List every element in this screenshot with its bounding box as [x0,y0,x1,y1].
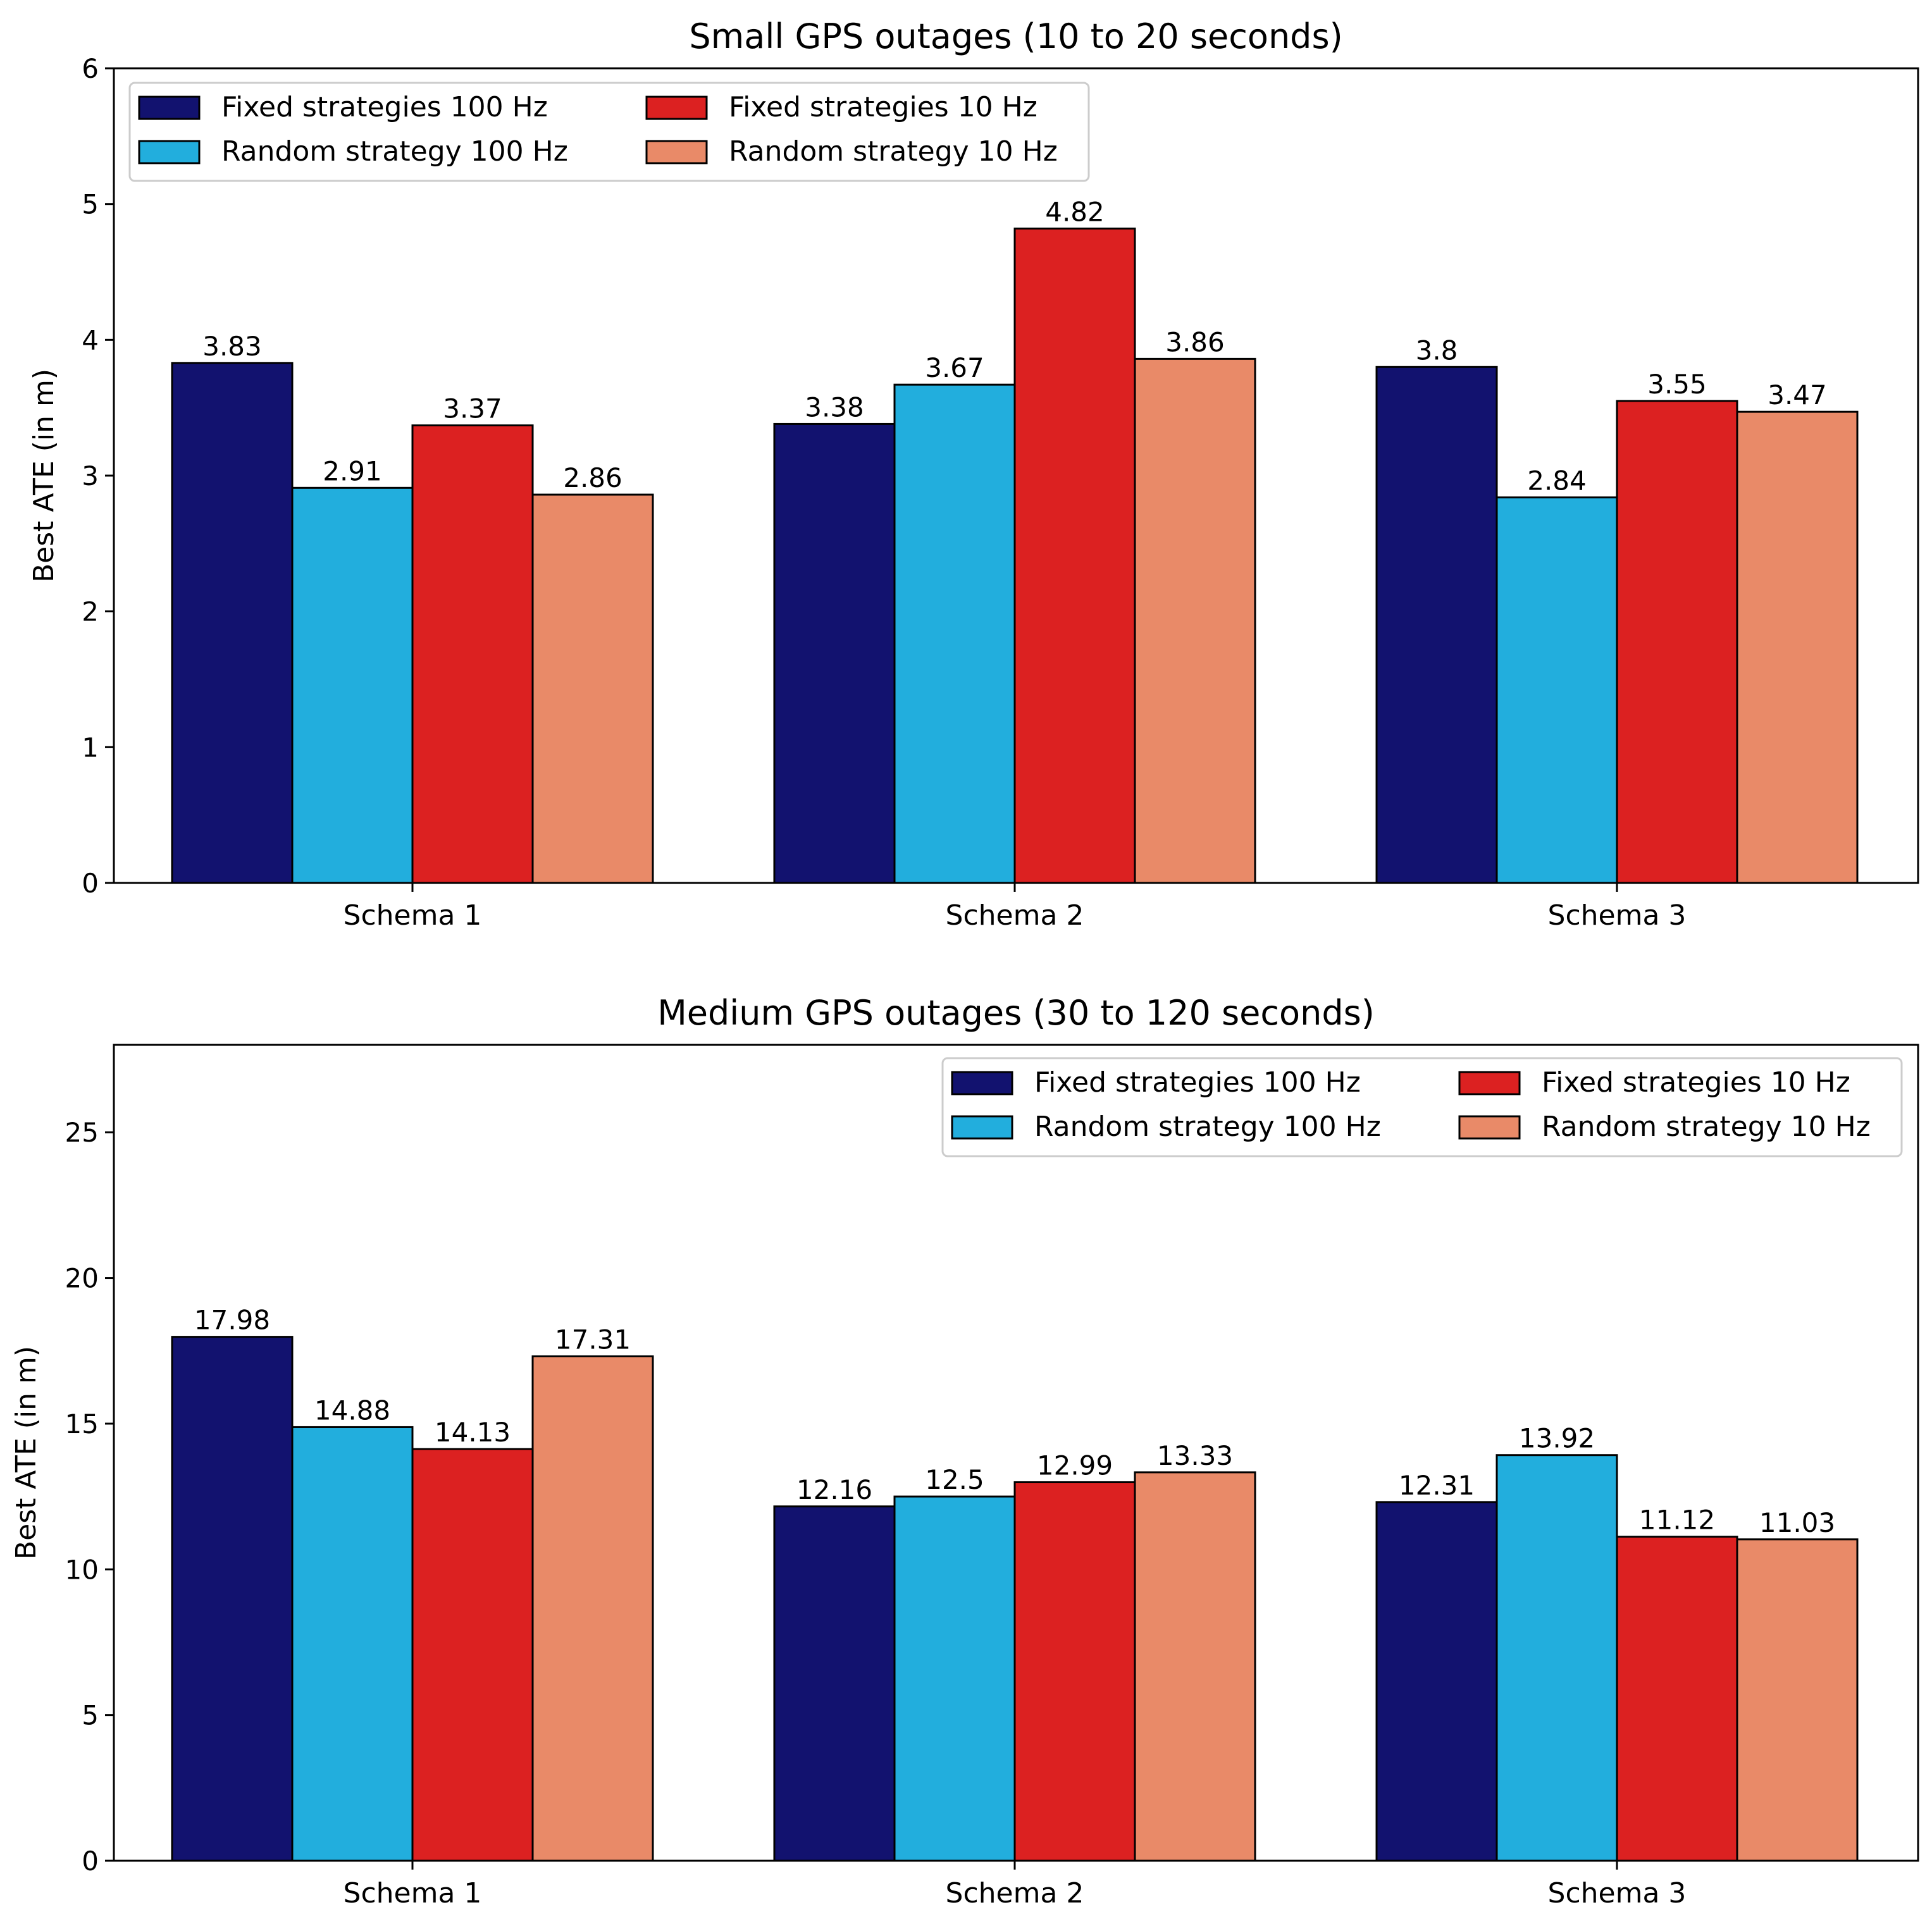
bar-value-label: 12.16 [796,1474,872,1505]
bar [1013,227,1136,884]
bar-value-label: 17.98 [194,1305,270,1336]
bar [291,486,414,884]
bar-value-label: 12.99 [1037,1450,1113,1481]
legend-label: Fixed strategies 10 Hz [729,91,1037,123]
legend: Fixed strategies 100 Hz Random strategy 1… [128,82,1090,182]
bar-value-label: 2.86 [563,462,622,493]
y-tick-label: 3 [82,460,99,491]
x-tick-label: Schema 3 [1548,1877,1687,1909]
legend-swatch [138,96,201,120]
bar [171,362,294,884]
y-tick-label: 4 [82,324,99,355]
legend-label: Random strategy 10 Hz [729,135,1058,168]
legend-label: Fixed strategies 100 Hz [1034,1066,1361,1099]
bar [1736,410,1859,884]
legend-box [128,82,1090,182]
chart-small-outages: Small GPS outages (10 to 20 seconds) Best… [28,16,1919,932]
bar-value-label: 3.55 [1647,369,1707,400]
legend-swatch [138,140,201,164]
axes-frame [113,1044,1919,1862]
y-tick-label: 0 [82,868,99,899]
legend-label: Random strategy 100 Hz [1034,1111,1381,1143]
x-tick-label: Schema 1 [344,899,482,932]
legend-label: Fixed strategies 10 Hz [1542,1066,1850,1099]
bar-value-label: 14.88 [314,1395,390,1426]
bar-value-label: 14.13 [435,1417,511,1448]
bar-value-label: 3.67 [925,352,984,383]
legend-label: Random strategy 10 Hz [1542,1111,1871,1143]
bar-value-label: 12.31 [1399,1470,1475,1501]
x-tick-label: Schema 2 [946,1877,1084,1909]
y-tick-label: 5 [82,189,99,220]
bar-value-label: 17.31 [555,1324,631,1355]
bar [291,1426,414,1862]
y-tick-label: 6 [82,53,99,84]
y-tick-label: 0 [82,1846,99,1877]
legend-swatch [645,96,708,120]
y-axis-label: Best ATE (in m) [28,369,60,583]
bar [1736,1538,1859,1862]
bar [1013,1481,1136,1862]
bar-value-label: 3.86 [1165,326,1225,357]
bar [1134,1471,1256,1862]
bar [1495,496,1618,884]
legend-label: Random strategy 100 Hz [221,135,568,168]
legend-swatch [1458,1071,1521,1095]
chart-title: Medium GPS outages (30 to 120 seconds) [657,993,1375,1033]
bar [893,383,1016,884]
bar [411,1448,534,1862]
y-tick-label: 10 [65,1554,99,1585]
bar-value-label: 4.82 [1045,196,1105,227]
y-tick-label: 5 [82,1700,99,1731]
x-tick-label: Schema 2 [946,899,1084,932]
bar [773,422,896,884]
bar [773,1505,896,1862]
y-tick-label: 15 [65,1409,99,1440]
bar-value-label: 11.03 [1759,1507,1835,1538]
bar [531,1355,654,1862]
legend-swatch [1458,1115,1521,1140]
bar-value-label: 3.47 [1768,379,1827,410]
y-tick-label: 20 [65,1263,99,1294]
bar-value-label: 3.38 [805,392,864,422]
bar-value-label: 3.8 [1416,335,1458,366]
y-tick-label: 25 [65,1117,99,1148]
bar [411,424,534,884]
legend-label: Fixed strategies 100 Hz [221,91,548,123]
y-axis-label: Best ATE (in m) [10,1346,42,1560]
bar-value-label: 11.12 [1639,1505,1715,1536]
bar [1616,400,1738,884]
bar-value-label: 3.37 [443,393,502,424]
legend-box [941,1057,1903,1157]
bar [171,1336,294,1862]
legend-swatch [645,140,708,164]
chart-title: Small GPS outages (10 to 20 seconds) [689,16,1342,56]
legend: Fixed strategies 100 Hz Random strategy 1… [941,1057,1903,1157]
chart-medium-outages: Medium GPS outages (30 to 120 seconds) Be… [10,993,1919,1909]
x-tick-label: Schema 3 [1548,899,1687,932]
bar [1375,366,1498,884]
legend-swatch [951,1115,1013,1140]
bar-value-label: 13.33 [1157,1440,1233,1471]
bar [531,493,654,884]
bar-value-label: 2.91 [323,455,382,486]
bar-value-label: 13.92 [1519,1423,1595,1454]
bar-value-label: 3.83 [202,331,262,362]
bar [893,1495,1016,1862]
bar [1616,1536,1738,1862]
y-tick-label: 1 [82,732,99,763]
x-tick-label: Schema 1 [344,1877,482,1909]
legend-swatch [951,1071,1013,1095]
bar [1375,1501,1498,1862]
axes-frame [113,67,1919,884]
y-tick-label: 2 [82,596,99,627]
bar-value-label: 2.84 [1527,465,1587,496]
bar-value-label: 12.5 [925,1464,984,1495]
bar [1495,1454,1618,1862]
bar [1134,357,1256,884]
